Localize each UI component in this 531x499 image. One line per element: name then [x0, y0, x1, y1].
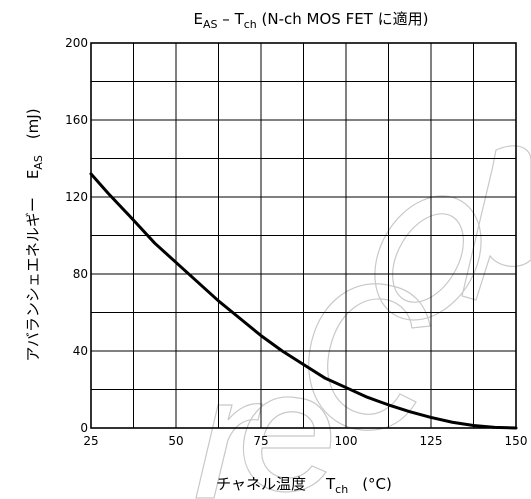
- watermark-letter-p: [461, 145, 531, 301]
- title-sep: – T: [218, 10, 245, 28]
- watermark-letter-o: [374, 195, 482, 321]
- x-axis-title: チャネル温度 Tch (°C): [216, 475, 392, 496]
- watermark-letter-e: [242, 396, 332, 493]
- x-axis-title-main: チャネル温度: [216, 475, 306, 493]
- y-axis-title-symbol: E: [24, 170, 42, 179]
- y-tick-label: 200: [65, 36, 88, 50]
- title-rest: (N-ch MOS FET に適用): [257, 10, 429, 28]
- y-tick-labels: 0 40 80 120 160 200: [65, 36, 88, 435]
- x-tick-label: 25: [83, 434, 98, 448]
- y-axis-title-symbol-sub: AS: [32, 155, 45, 170]
- x-axis-title-symbol-sub: ch: [335, 483, 348, 496]
- chart-grid: [91, 43, 516, 428]
- x-tick-label: 100: [335, 434, 358, 448]
- watermark-letter-c: [308, 283, 431, 431]
- y-tick-label: 160: [65, 113, 88, 127]
- watermark: [195, 145, 531, 499]
- x-tick-label: 50: [168, 434, 183, 448]
- title-main: E: [194, 10, 203, 28]
- x-axis-title-symbol: T: [325, 475, 336, 493]
- x-tick-labels: 25 50 75 100 125 150: [83, 434, 527, 448]
- series-line: [89, 172, 518, 430]
- x-axis-title-unit: (°C): [362, 475, 392, 493]
- y-axis-title: アバランシェエネルギー EAS (mJ): [24, 108, 45, 361]
- x-tick-label: 125: [420, 434, 443, 448]
- chart-title: EAS – Tch (N-ch MOS FET に適用): [194, 10, 429, 31]
- x-tick-label: 150: [505, 434, 528, 448]
- title-main-sub: AS: [203, 18, 218, 31]
- y-tick-label: 80: [73, 267, 88, 281]
- y-tick-label: 0: [80, 421, 88, 435]
- y-tick-label: 40: [73, 344, 88, 358]
- watermark-letter-r: [195, 403, 263, 499]
- title-sep-sub: ch: [244, 18, 257, 31]
- plot-frame: [90, 42, 517, 429]
- y-tick-label: 120: [65, 190, 88, 204]
- x-tick-label: 75: [253, 434, 268, 448]
- y-axis-title-main: アバランシェエネルギー: [24, 197, 42, 361]
- y-axis-title-unit: (mJ): [24, 108, 42, 139]
